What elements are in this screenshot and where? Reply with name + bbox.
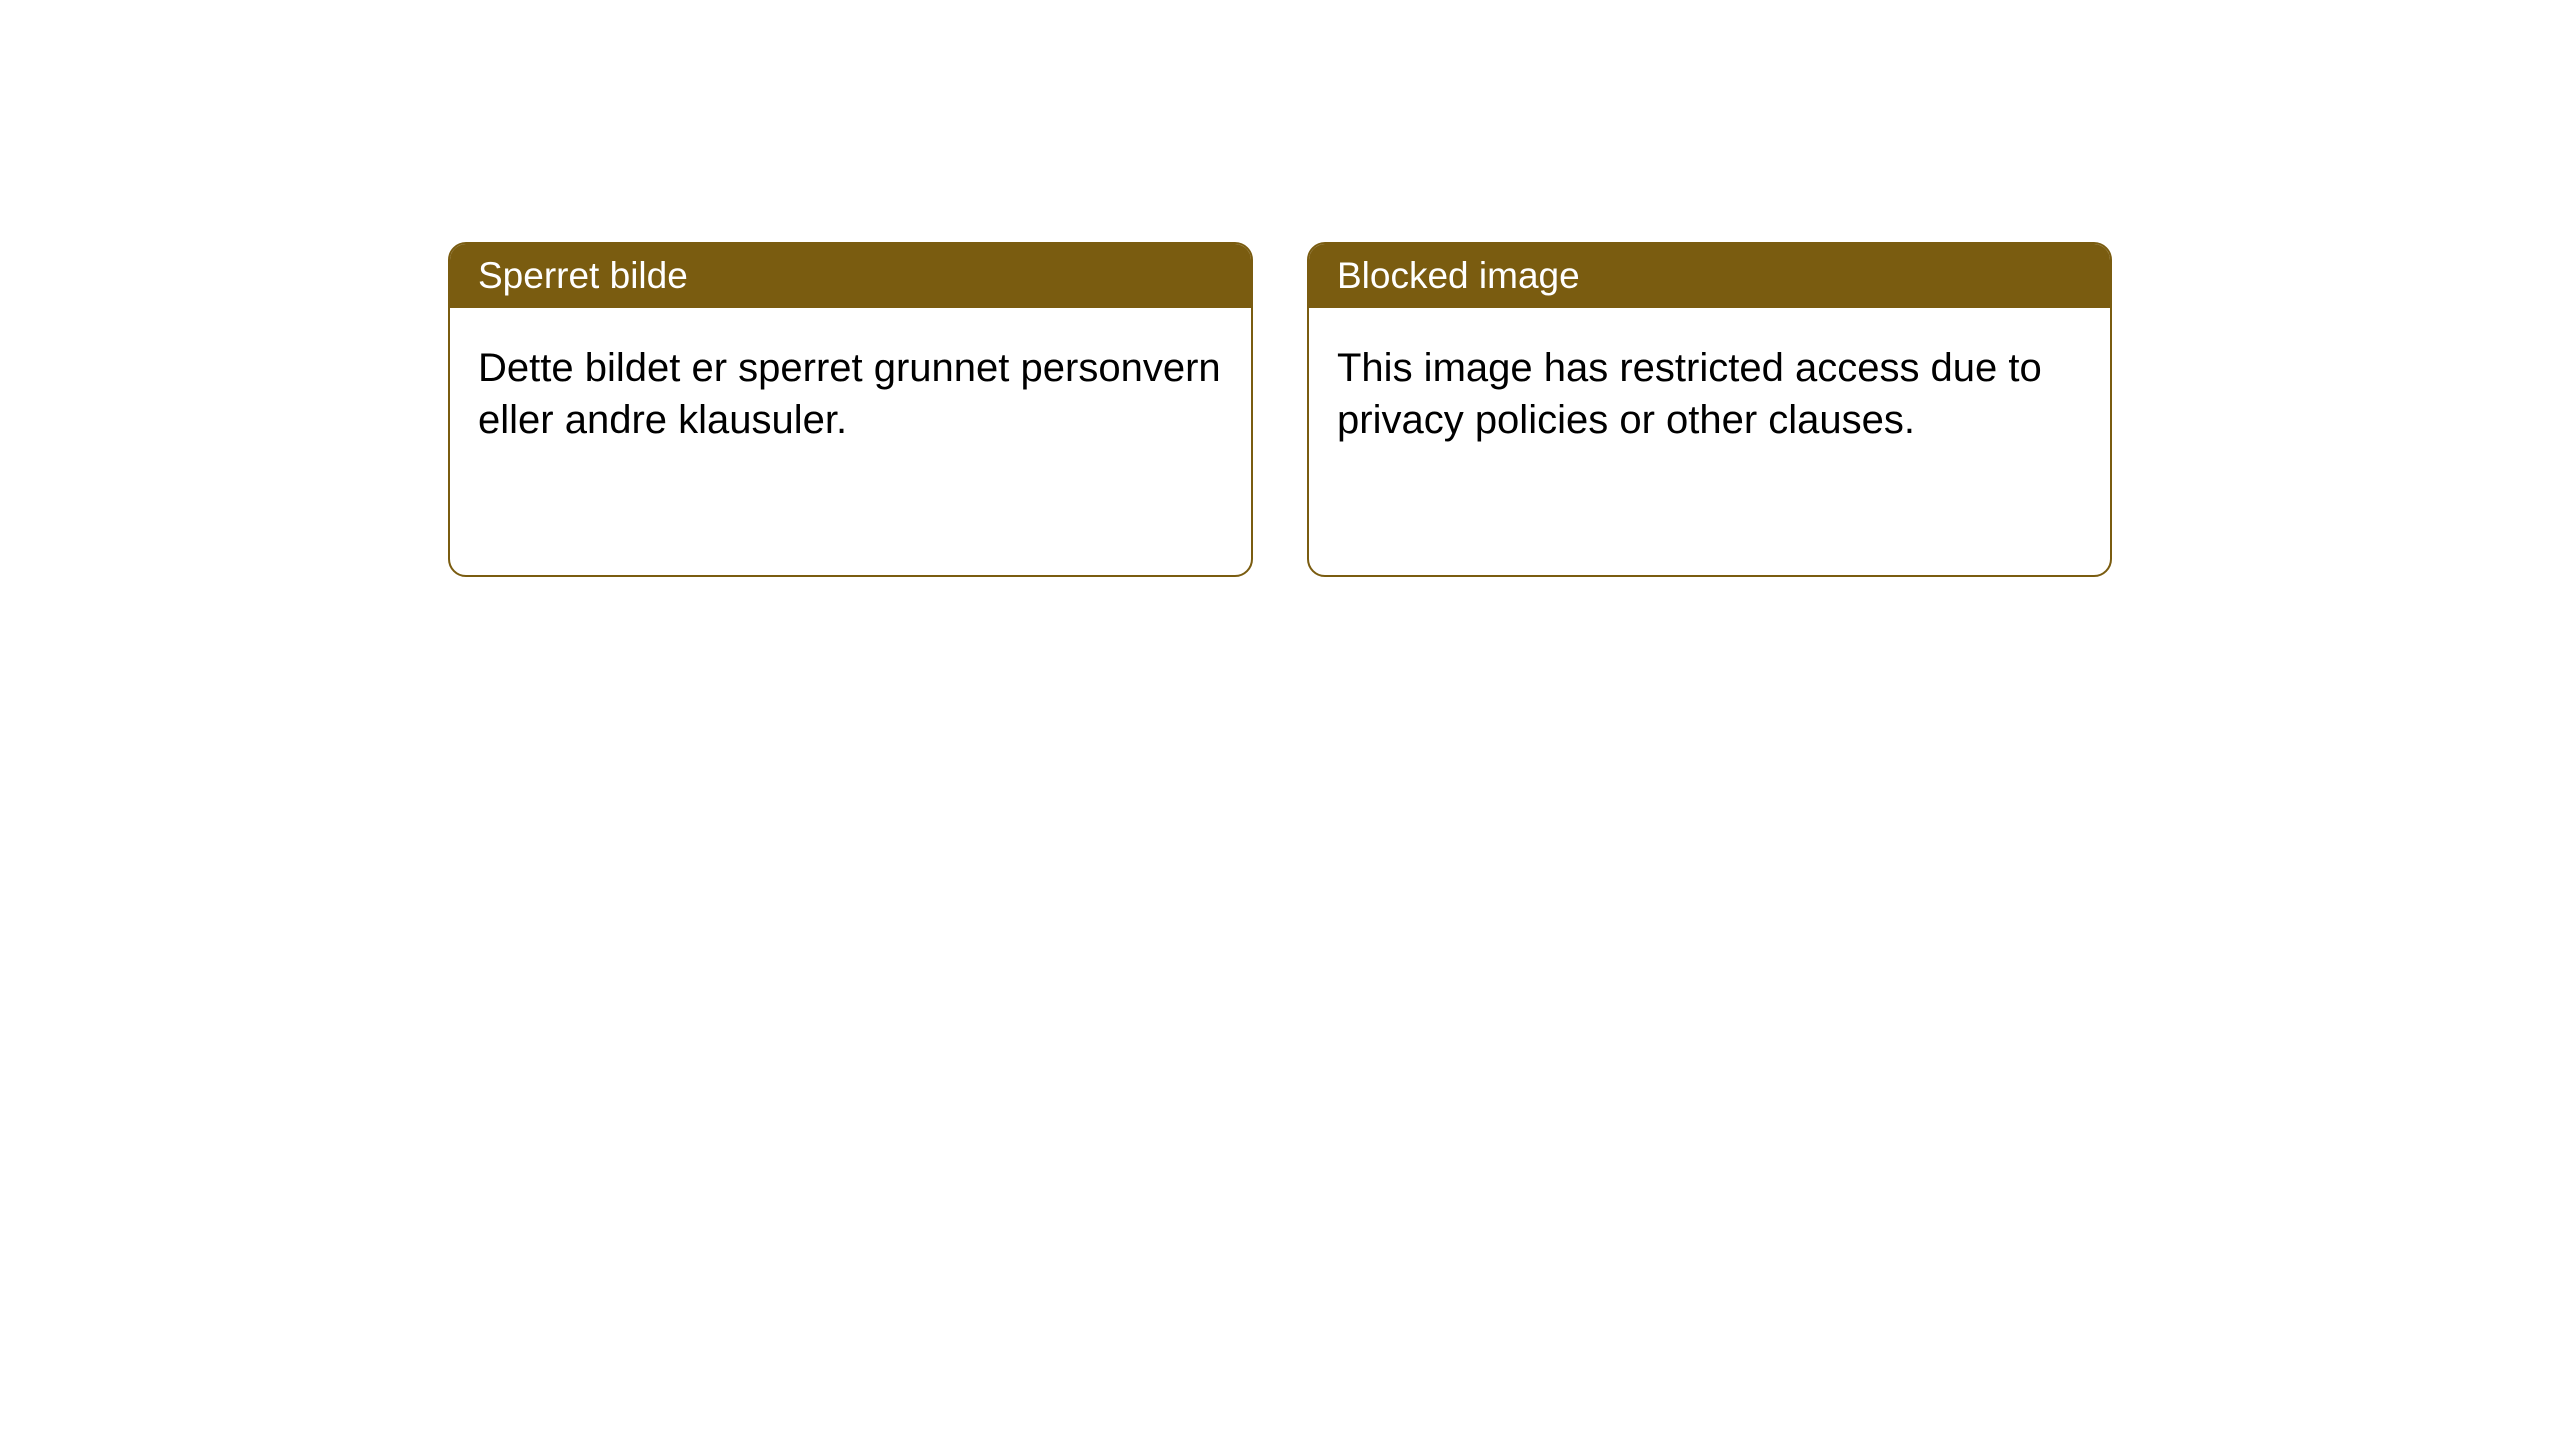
blocked-image-card-no: Sperret bilde Dette bildet er sperret gr… bbox=[448, 242, 1253, 577]
card-title-no: Sperret bilde bbox=[478, 255, 688, 296]
card-header-no: Sperret bilde bbox=[450, 244, 1251, 308]
card-body-text-no: Dette bildet er sperret grunnet personve… bbox=[478, 346, 1221, 442]
card-body-text-en: This image has restricted access due to … bbox=[1337, 346, 2042, 442]
card-header-en: Blocked image bbox=[1309, 244, 2110, 308]
card-title-en: Blocked image bbox=[1337, 255, 1580, 296]
card-body-en: This image has restricted access due to … bbox=[1309, 308, 2110, 480]
card-body-no: Dette bildet er sperret grunnet personve… bbox=[450, 308, 1251, 480]
notice-container: Sperret bilde Dette bildet er sperret gr… bbox=[448, 242, 2112, 577]
blocked-image-card-en: Blocked image This image has restricted … bbox=[1307, 242, 2112, 577]
